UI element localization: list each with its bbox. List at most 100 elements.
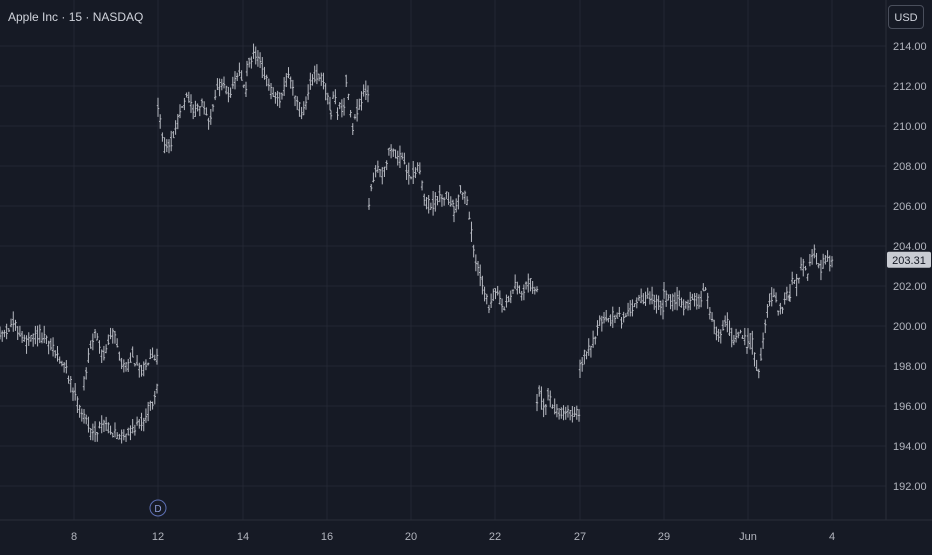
ohlc-bar <box>407 162 410 185</box>
ohlc-bar <box>451 199 455 207</box>
ohlc-bar <box>280 92 284 100</box>
ohlc-bar <box>409 176 413 180</box>
ohlc-bar <box>269 83 273 100</box>
ohlc-bar <box>732 335 736 346</box>
ohlc-bar <box>129 425 132 441</box>
ohlc-bar <box>85 367 88 380</box>
currency-button[interactable]: USD <box>888 5 924 29</box>
ohlc-bar <box>522 284 526 301</box>
ohlc-bar <box>650 286 654 305</box>
ohlc-bar <box>183 97 186 111</box>
ohlc-bar <box>23 334 26 342</box>
ohlc-bar <box>236 72 239 82</box>
ohlc-bar <box>459 185 462 194</box>
ohlc-bar <box>479 264 482 287</box>
ohlc-bar <box>423 193 426 206</box>
ohlc-bar <box>492 288 495 301</box>
x-tick-label: 8 <box>71 531 77 543</box>
ohlc-bar <box>438 184 441 203</box>
ohlc-bar <box>5 323 8 340</box>
ohlc-bar <box>360 91 363 111</box>
ohlc-bar <box>442 197 446 206</box>
ohlc-bar <box>648 291 652 305</box>
ohlc-bar <box>405 164 408 180</box>
ohlc-bar <box>580 357 584 372</box>
ohlc-bar <box>149 400 152 411</box>
ohlc-bar <box>414 167 417 179</box>
ohlc-bar <box>256 50 260 67</box>
ohlc-bar <box>165 139 168 152</box>
ohlc-bar <box>82 376 86 391</box>
ohlc-bar <box>272 87 275 97</box>
ohlc-bar <box>642 293 645 305</box>
ohlc-bar <box>540 386 543 410</box>
ohlc-bar <box>626 302 630 317</box>
ohlc-bar <box>609 314 612 327</box>
y-tick-label: 200.00 <box>893 321 927 333</box>
ohlc-bar <box>817 262 820 269</box>
ohlc-bar <box>240 70 243 81</box>
ohlc-bar <box>664 290 668 307</box>
ohlc-bar <box>806 273 809 281</box>
ohlc-bar <box>45 335 48 345</box>
ohlc-bar <box>607 317 610 323</box>
ohlc-bar <box>122 429 126 441</box>
ohlc-bar <box>644 291 647 306</box>
ohlc-bar <box>242 84 245 89</box>
ohlc-bar <box>639 288 643 304</box>
ohlc-bar <box>793 279 796 285</box>
ohlc-bar <box>36 325 39 347</box>
ohlc-bar <box>131 346 134 358</box>
y-tick-label: 206.00 <box>893 201 927 213</box>
ohlc-bar <box>71 387 75 401</box>
day-marker[interactable]: D <box>149 499 167 517</box>
ohlc-bar <box>808 253 812 267</box>
ohlc-bar <box>596 320 599 336</box>
time-axis[interactable]: 8 12 14 16 20 22 27 29 Jun 4 <box>71 531 835 543</box>
ohlc-bar <box>287 67 290 79</box>
ohlc-bar <box>364 80 368 101</box>
ohlc-bar <box>398 145 402 168</box>
last-price-label: 203.31 <box>892 255 926 267</box>
ohlc-bar <box>47 340 50 355</box>
ohlc-bar <box>334 89 337 105</box>
ohlc-bar <box>374 165 377 178</box>
ohlc-bar <box>745 346 749 354</box>
ohlc-bar <box>573 406 576 418</box>
ohlc-bar <box>347 93 350 101</box>
ohlc-bar <box>585 351 588 360</box>
ohlc-bar <box>726 312 729 333</box>
ohlc-bar <box>400 152 404 160</box>
ohlc-bar <box>87 348 90 363</box>
ohlc-bar <box>220 78 223 91</box>
price-axis[interactable]: 192.00 194.00 196.00 198.00 200.00 202.00 204.… <box>893 41 927 493</box>
ohlc-bar <box>533 286 537 295</box>
ohlc-bar <box>706 292 709 309</box>
ohlc-bar <box>708 307 712 320</box>
ohlc-bar <box>345 74 348 88</box>
ohlc-bar <box>686 299 690 311</box>
ohlc-bar <box>233 71 237 90</box>
ohlc-bar <box>600 315 604 332</box>
ohlc-bar <box>9 318 13 328</box>
ohlc-bar <box>276 90 279 107</box>
ohlc-bar <box>436 196 439 206</box>
ohlc-bar <box>222 76 226 89</box>
ohlc-bar <box>189 94 193 113</box>
ohlc-bar <box>60 360 64 367</box>
ohlc-bar <box>315 64 319 85</box>
ohlc-bar <box>31 333 35 347</box>
ohlc-bar <box>245 60 249 77</box>
symbol-title[interactable]: Apple Inc · 15 · NASDAQ <box>8 10 144 24</box>
ohlc-bar <box>254 46 257 65</box>
ohlc-bar <box>577 409 581 422</box>
ohlc-bar <box>764 319 767 334</box>
ohlc-bar <box>98 340 101 354</box>
ohlc-bar <box>476 260 480 276</box>
ohlc-bar <box>89 428 92 441</box>
ohlc-bar <box>96 333 99 341</box>
ohlc-bar <box>753 352 756 367</box>
ohlc-bar <box>555 404 559 418</box>
